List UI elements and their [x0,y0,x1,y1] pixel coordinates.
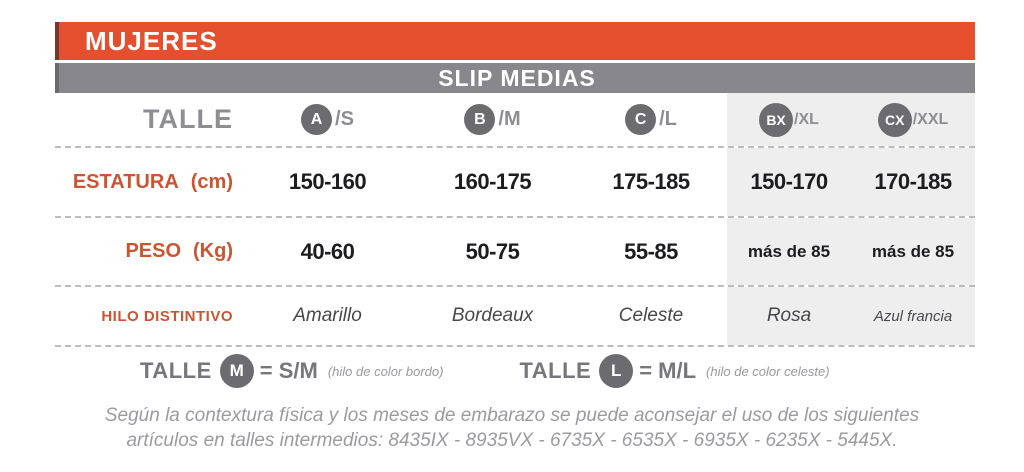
size-cell-cx: CX /XXL [851,93,975,146]
size-chart-table: MUJERES SLIP MEDIAS TALLE A /S B /M C /L [55,22,975,395]
size-circle-m: M [219,354,254,388]
height-value: 150-170 [750,169,828,194]
size-suffix-l: /L [659,108,677,130]
legend-equivalence: = S/M [259,358,318,383]
size-header-label: TALLE [143,104,233,134]
thread-row: HILO DISTINTIVO Amarillo Bordeaux Celest… [55,287,975,347]
height-value: 160-175 [453,169,532,194]
size-circle-a: A [301,104,333,135]
height-value-bx: 150-170 [727,148,851,216]
thread-value-c: Celeste [575,287,727,345]
footer-note: Según la contextura física y los meses d… [0,403,1024,453]
size-header-label-cell: TALLE [55,93,245,146]
thread-value-cx: Azul francia [851,287,975,345]
legend-note: (hilo de color bordo) [327,363,444,379]
legend-label: TALLE [140,358,212,383]
weight-value-c: 55-85 [575,218,727,285]
size-circle-c: C [625,104,657,135]
header-bar: MUJERES [55,22,975,60]
height-value: 150-160 [288,169,367,194]
size-circle-bx: BX [759,102,794,137]
thread-label-cell: HILO DISTINTIVO [55,287,245,345]
size-circle-b: B [464,104,496,135]
size-suffix-m: /M [498,108,521,130]
legend-item-m: TALLE M = S/M (hilo de color bordo) [140,354,443,388]
legend-note: (hilo de color celeste) [706,363,830,379]
header-divider [55,60,975,63]
page-title: MUJERES [85,25,218,56]
height-value-c: 175-185 [575,148,727,216]
weight-row: PESO (Kg) 40-60 50-75 55-85 más de 85 má… [55,218,975,287]
weight-value: 55-85 [624,238,678,264]
height-row: ESTATURA (cm) 150-160 160-175 175-185 15… [55,148,975,218]
height-value-b: 160-175 [410,148,575,216]
legend-item-l: TALLE L = M/L (hilo de color celeste) [519,354,830,388]
footer-line-2: artículos en talles intermedios: 8435IX … [126,430,898,451]
footer-line-1: Según la contextura física y los meses d… [104,405,920,426]
height-label-cell: ESTATURA (cm) [55,148,245,216]
weight-value-b: 50-75 [410,218,575,285]
legend-equivalence: = M/L [639,358,697,383]
thread-value: Amarillo [293,305,362,326]
weight-value: 40-60 [300,238,355,264]
size-circle-l: L [599,354,634,388]
height-value: 170-185 [874,169,952,194]
weight-value-cx: más de 85 [851,218,975,285]
thread-value-a: Amarillo [245,287,410,345]
product-subtitle: SLIP MEDIAS [438,64,596,91]
weight-value: más de 85 [871,241,955,261]
size-suffix-xl: /XL [794,110,819,128]
height-value-a: 150-160 [245,148,410,216]
size-cell-b: B /M [410,93,575,146]
height-value-cx: 170-185 [851,148,975,216]
thread-value-bx: Rosa [727,287,851,345]
weight-value-a: 40-60 [245,218,410,285]
thread-value: Azul francia [873,307,953,325]
weight-label: PESO [125,240,182,262]
thread-value: Rosa [766,305,812,326]
weight-value: más de 85 [747,241,831,261]
height-label: ESTATURA [72,170,179,193]
subheader-bar: SLIP MEDIAS [55,63,975,93]
weight-unit: (Kg) [193,240,233,262]
height-value: 175-185 [612,169,690,194]
size-cell-bx: BX /XL [727,93,851,146]
weight-label-cell: PESO (Kg) [55,218,245,285]
weight-value: 50-75 [465,238,520,264]
size-cell-c: C /L [575,93,727,146]
thread-value-b: Bordeaux [410,287,575,345]
size-circle-cx: CX [877,102,912,137]
weight-value-bx: más de 85 [727,218,851,285]
height-unit: (cm) [190,170,233,193]
thread-label: HILO DISTINTIVO [101,307,233,325]
size-suffix-s: /S [335,108,354,130]
size-suffix-xxl: /XXL [912,110,949,128]
size-cell-a: A /S [245,93,410,146]
thread-value: Celeste [618,305,684,326]
legend-label: TALLE [519,358,592,383]
legend-row: TALLE M = S/M (hilo de color bordo) TALL… [55,347,975,395]
thread-value: Bordeaux [451,305,534,326]
size-header-row: TALLE A /S B /M C /L BX /XL CX /XXL [55,93,975,148]
